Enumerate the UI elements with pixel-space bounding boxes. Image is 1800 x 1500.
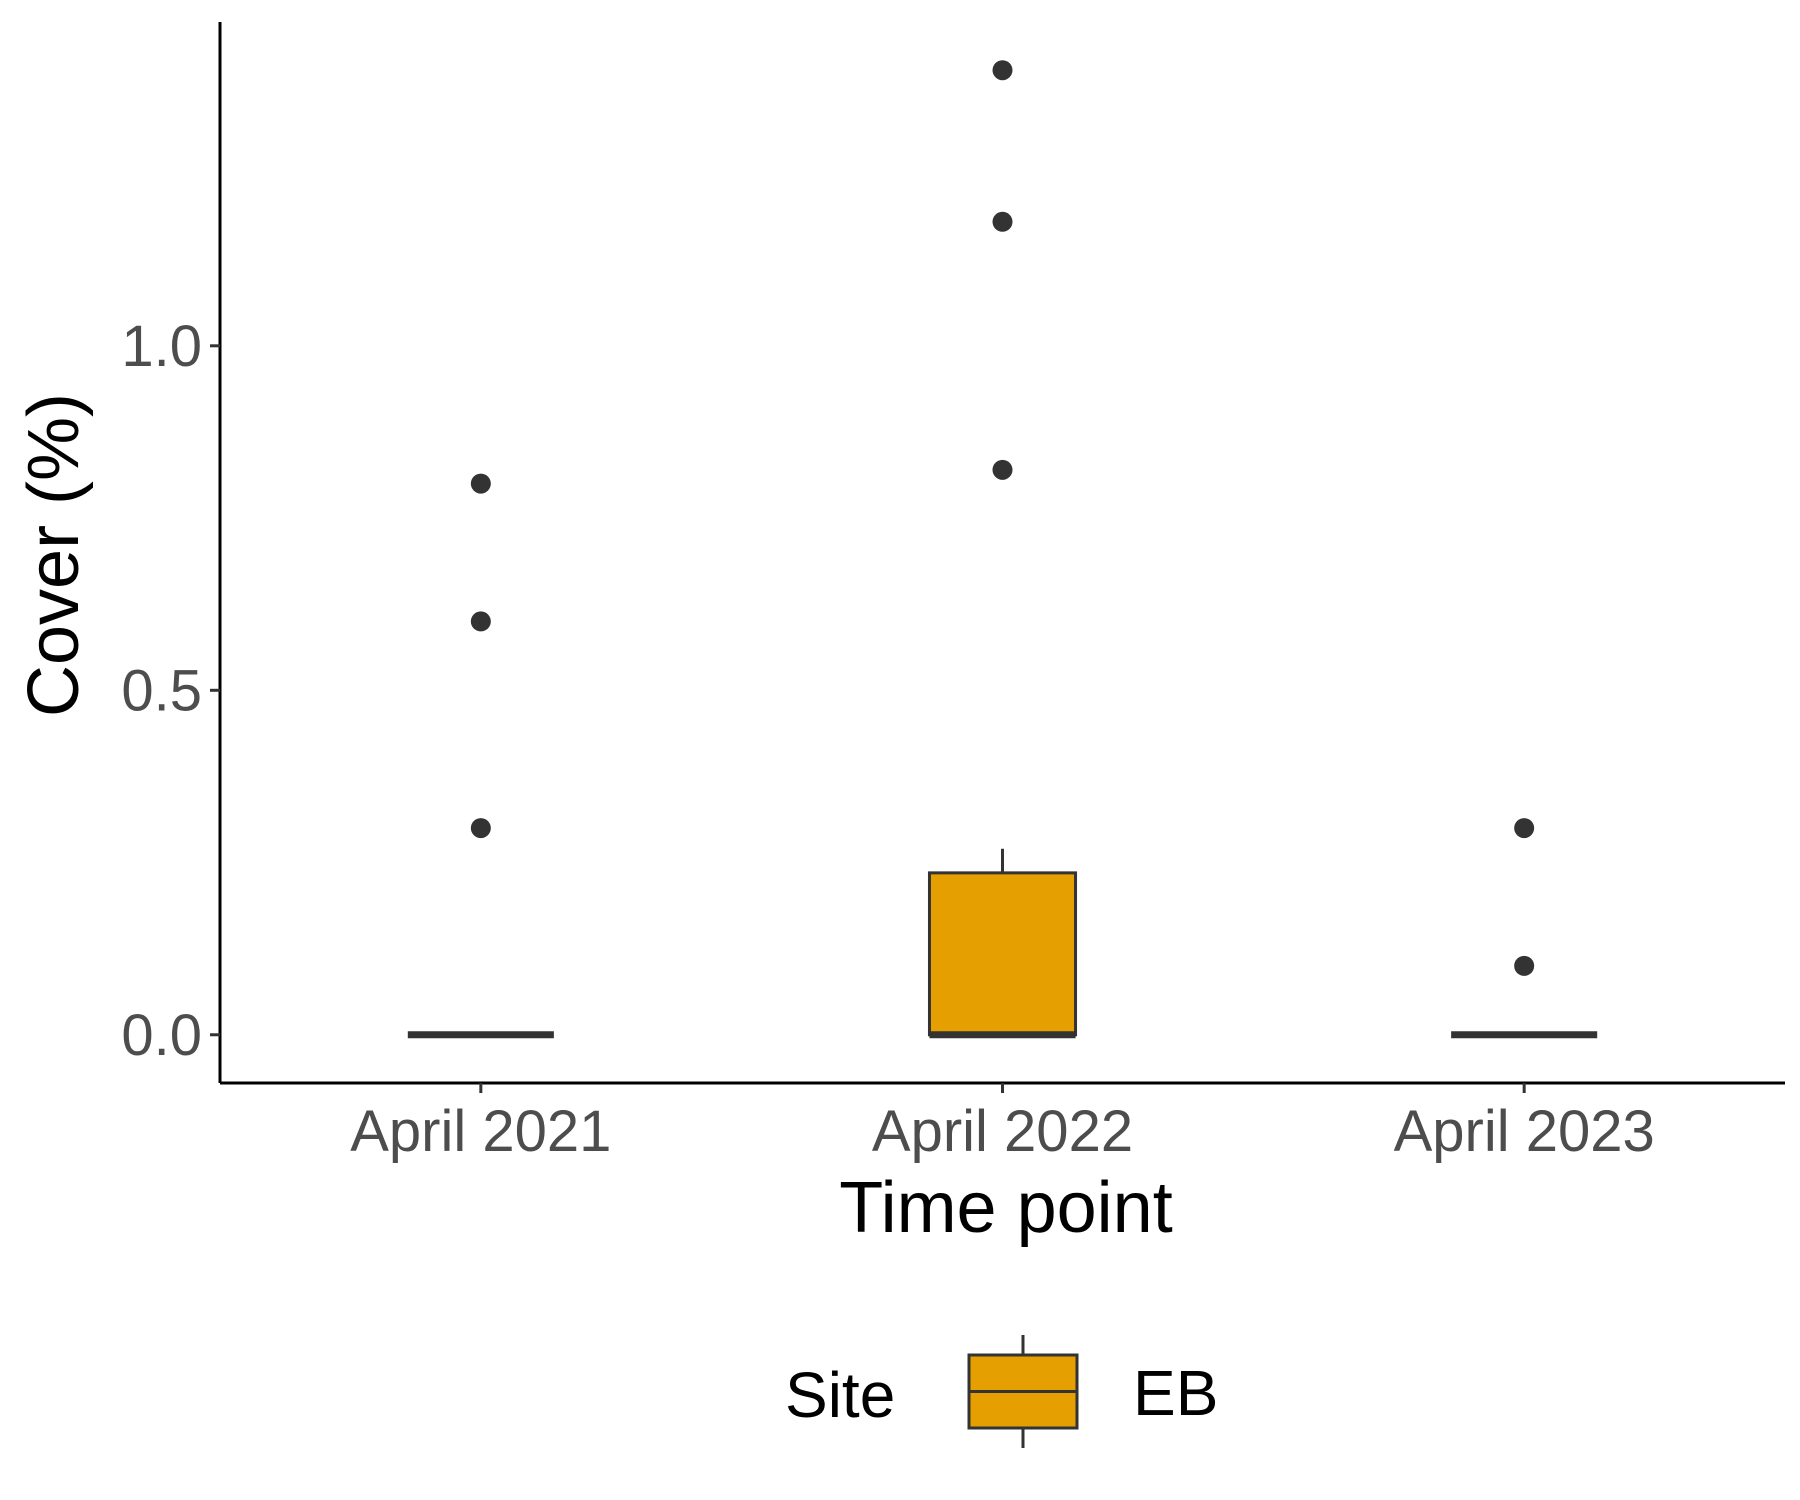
legend: Site EB — [785, 1335, 1218, 1448]
plot-area — [407, 60, 1598, 1039]
outlier-point — [1514, 955, 1535, 976]
box-april-2023 — [1451, 818, 1598, 1039]
outlier-point — [992, 211, 1013, 232]
x-axis-title: Time point — [839, 1168, 1172, 1248]
y-axis: 0.0 0.5 1.0 — [121, 22, 222, 1083]
x-axis: April 2021 April 2022 April 2023 — [220, 1081, 1785, 1164]
y-tick-label: 0.0 — [121, 1003, 202, 1068]
x-tick-label: April 2022 — [872, 1099, 1133, 1164]
legend-key-eb — [967, 1335, 1079, 1448]
y-tick-label: 1.0 — [121, 314, 202, 379]
outlier-point — [992, 459, 1013, 480]
legend-title: Site — [785, 1359, 895, 1431]
x-tick-label: April 2023 — [1394, 1099, 1655, 1164]
outlier-point — [1514, 818, 1535, 839]
outlier-point — [470, 473, 491, 494]
y-tick-label: 0.5 — [121, 658, 202, 723]
y-axis-title: Cover (%) — [14, 393, 94, 717]
outlier-point — [992, 60, 1013, 81]
outlier-point — [470, 611, 491, 632]
x-tick-label: April 2021 — [350, 1099, 611, 1164]
outlier-point — [470, 818, 491, 839]
legend-entry-eb: EB — [1133, 1357, 1218, 1429]
box-body — [927, 871, 1078, 1037]
box-april-2022 — [927, 60, 1078, 1039]
box-april-2021 — [407, 473, 554, 1039]
